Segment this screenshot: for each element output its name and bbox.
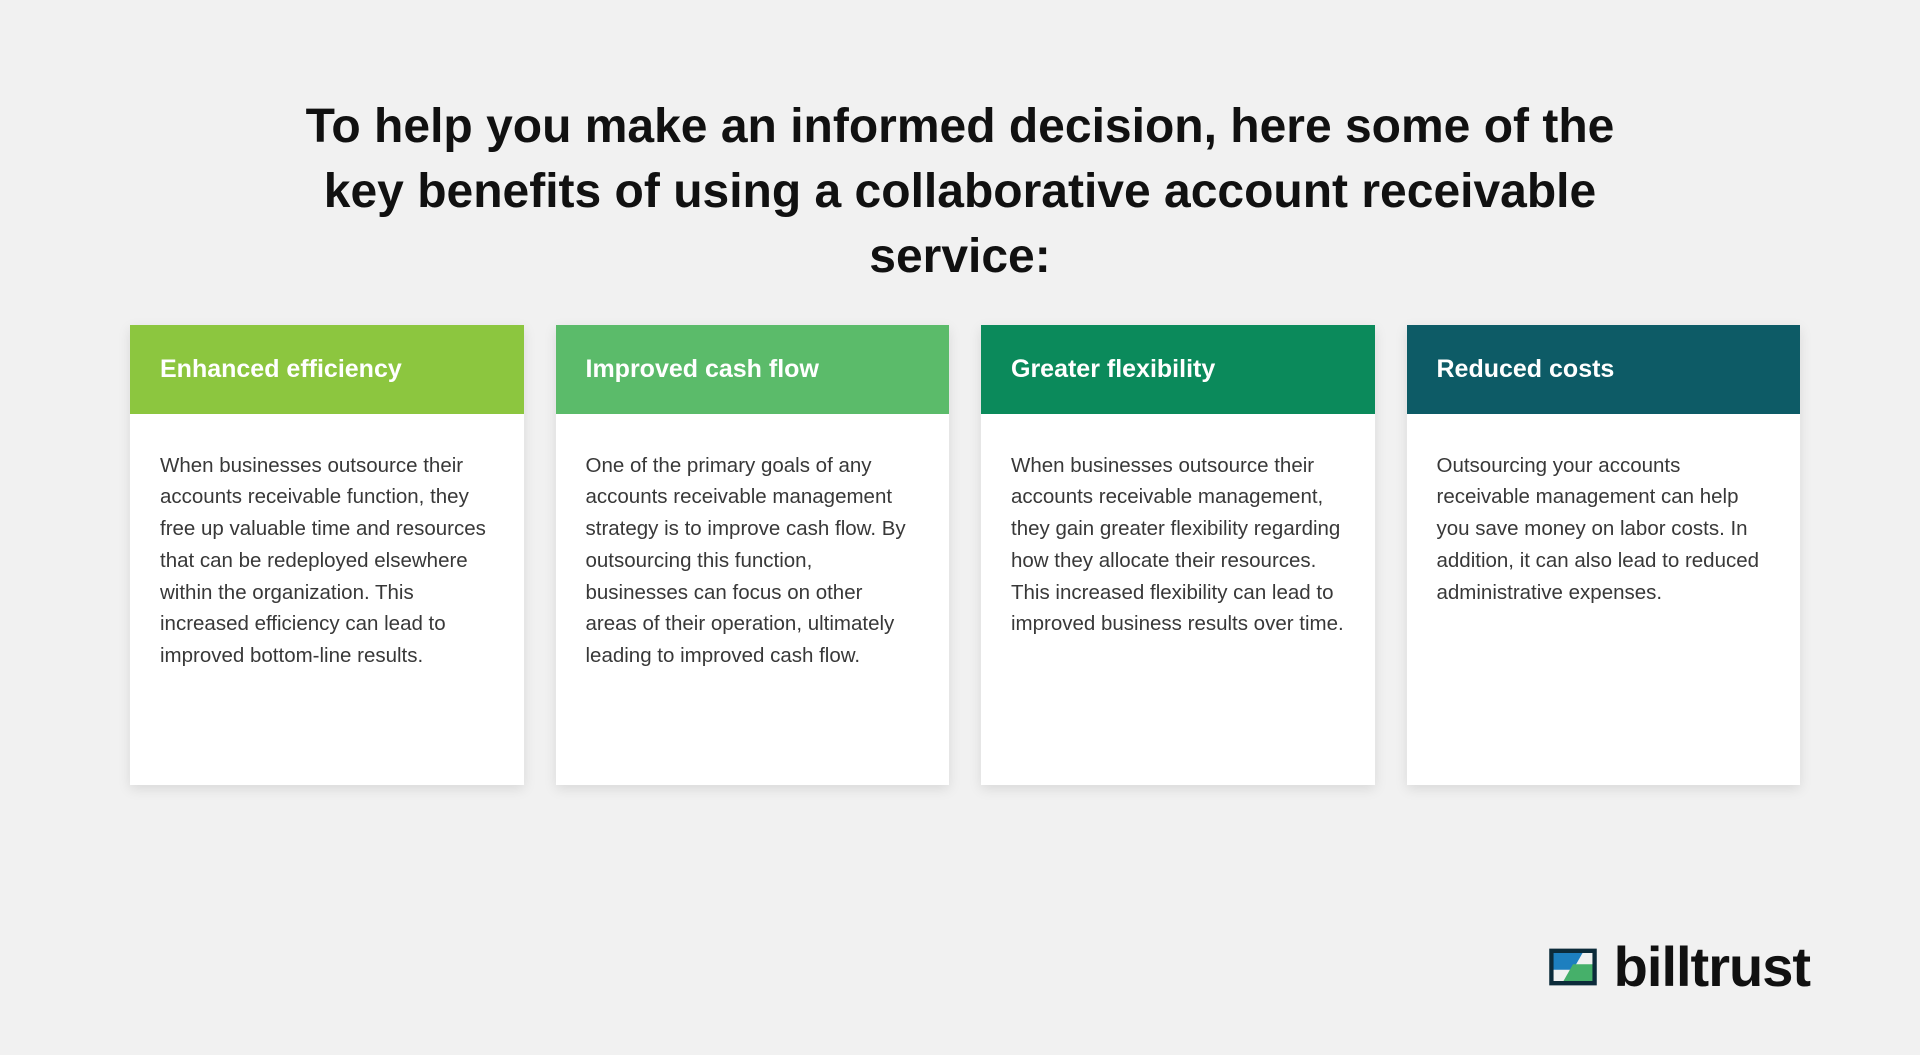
- card-title: Improved cash flow: [556, 325, 950, 414]
- brand-name: billtrust: [1614, 939, 1810, 995]
- card-body: Outsourcing your accounts receivable man…: [1407, 414, 1801, 649]
- card-body: When businesses outsource their accounts…: [130, 414, 524, 712]
- brand-logo-icon: [1546, 940, 1600, 994]
- card-title: Enhanced efficiency: [130, 325, 524, 414]
- headline: To help you make an informed decision, h…: [260, 95, 1660, 289]
- card-body: One of the primary goals of any accounts…: [556, 414, 950, 712]
- benefit-card: Reduced costs Outsourcing your accounts …: [1407, 325, 1801, 785]
- card-title: Reduced costs: [1407, 325, 1801, 414]
- cards-row: Enhanced efficiency When businesses outs…: [130, 325, 1800, 785]
- card-body: When businesses outsource their accounts…: [981, 414, 1375, 681]
- benefit-card: Greater flexibility When businesses outs…: [981, 325, 1375, 785]
- benefit-card: Improved cash flow One of the primary go…: [556, 325, 950, 785]
- brand-footer: billtrust: [1546, 939, 1810, 995]
- card-title: Greater flexibility: [981, 325, 1375, 414]
- benefit-card: Enhanced efficiency When businesses outs…: [130, 325, 524, 785]
